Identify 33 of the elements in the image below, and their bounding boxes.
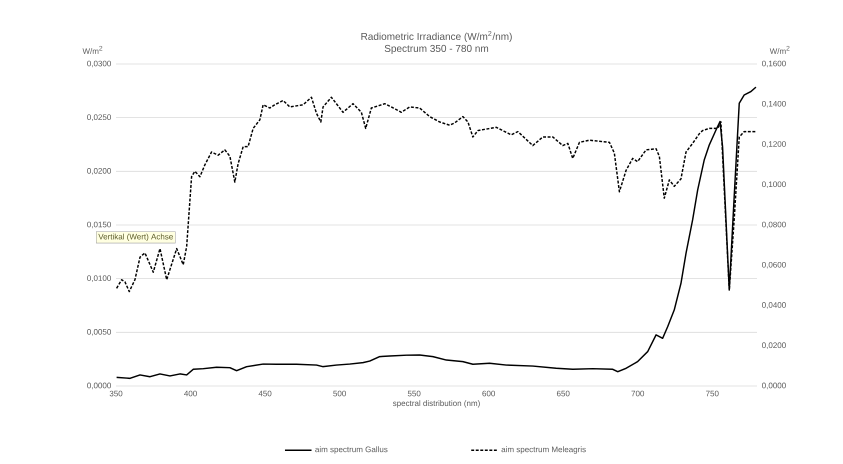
y-tick-label: 0,0150	[87, 222, 111, 228]
y-tick-label: 0,0000	[87, 382, 111, 390]
y2-tick-label: 0,1200	[762, 141, 786, 148]
annotation: Vertikal (Wert) Achse	[98, 234, 173, 242]
y2-tick-label: 0,0200	[762, 342, 786, 350]
y-axis-title: W/m$^{2}$	[82, 46, 102, 54]
x-axis-title: spectral distribution (nm)	[392, 400, 480, 408]
x-tick-label: 650	[556, 390, 570, 396]
y2-tick-label: 0,0000	[762, 382, 786, 390]
x-tick-label: 700	[631, 390, 644, 396]
chart-title: Radiometric Irradiance (W/m$^{2}$/nm)	[361, 30, 512, 42]
x-tick-label: 600	[482, 390, 496, 396]
chart-subtitle: Spectrum 350 - 780 nm	[384, 44, 488, 54]
y2-tick-label: 0,1400	[762, 100, 786, 108]
y-tick-label: 0,0200	[87, 168, 111, 175]
y-tick-label: 0,0300	[87, 60, 111, 68]
y2-tick-label: 0,0600	[762, 262, 786, 269]
x-tick-label: 400	[184, 390, 197, 396]
y-tick-label: 0,0100	[87, 275, 111, 282]
y-tick-label: 0,0050	[87, 329, 111, 336]
y2-tick-label: 0,1600	[762, 60, 786, 68]
y-tick-label: 0,0250	[87, 114, 111, 121]
x-tick-label: 350	[110, 390, 122, 396]
x-tick-label: 500	[333, 390, 346, 396]
y2-tick-label: 0,0400	[762, 302, 786, 309]
x-tick-label: 450	[258, 390, 272, 396]
y2-axis-title: W/m$^{2}$	[770, 46, 790, 54]
x-tick-label: 750	[706, 390, 719, 396]
legend-label: aim spectrum Gallus	[315, 446, 388, 454]
y2-tick-label: 0,1000	[762, 181, 786, 188]
legend-label: aim spectrum Meleagris	[502, 446, 586, 454]
y2-tick-label: 0,0800	[762, 222, 786, 228]
x-tick-label: 550	[408, 390, 420, 396]
